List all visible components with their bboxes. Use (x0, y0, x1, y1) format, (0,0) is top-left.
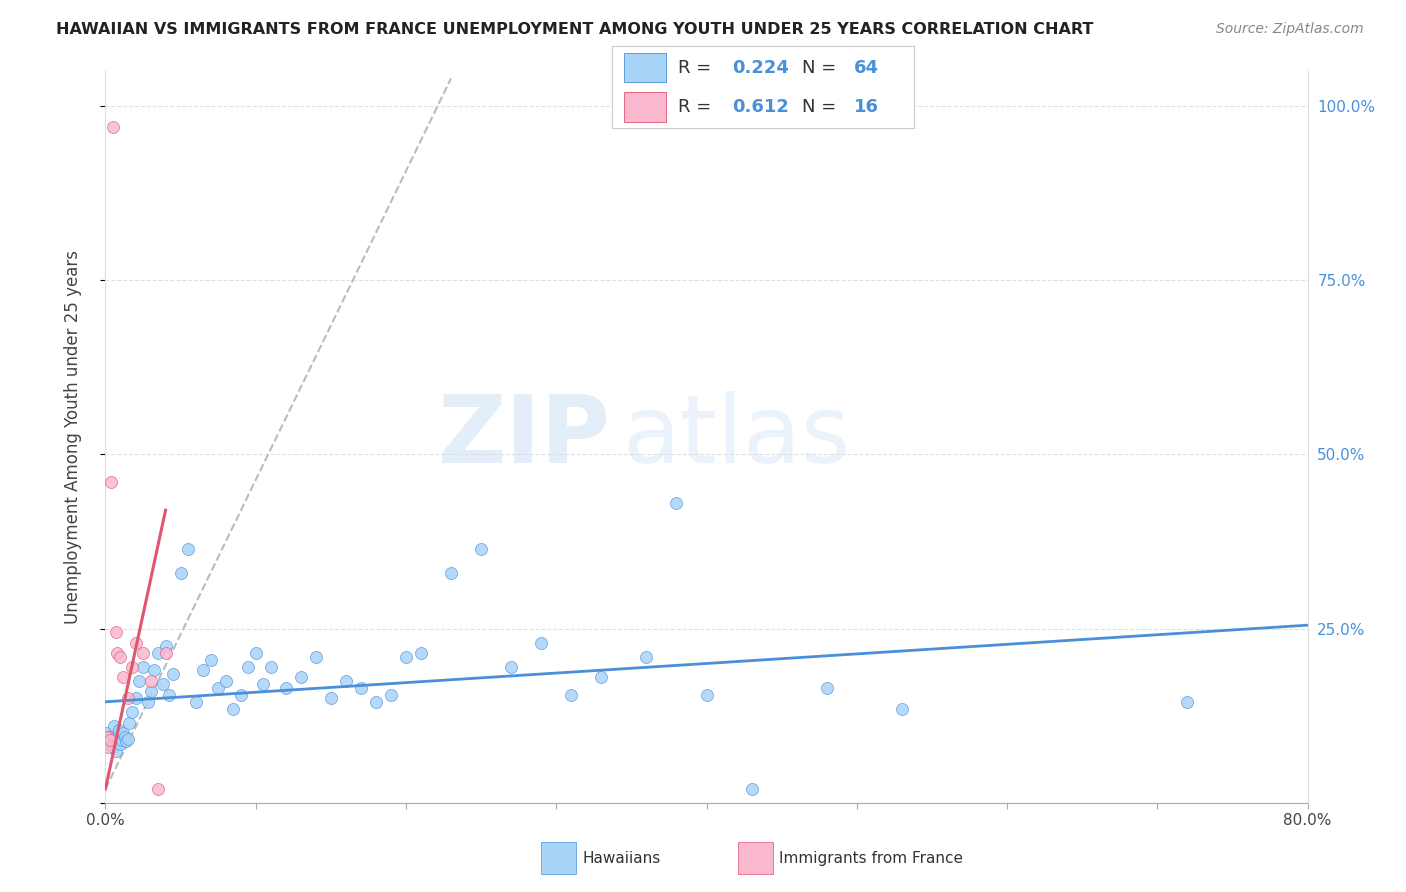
Point (104, 625, 127, 640)
Text: 0.612: 0.612 (733, 98, 789, 116)
Point (117, 691, 139, 706)
Point (111, 733, 134, 747)
Y-axis label: Unemployment Among Youth under 25 years: Unemployment Among Youth under 25 years (63, 250, 82, 624)
Point (136, 695, 159, 709)
Point (741, 781, 763, 796)
Point (146, 781, 169, 796)
Point (815, 681, 838, 695)
FancyBboxPatch shape (624, 53, 666, 82)
Point (110, 649, 132, 664)
Point (440, 566, 463, 580)
Point (117, 731, 139, 746)
Point (184, 695, 207, 709)
Text: Source: ZipAtlas.com: Source: ZipAtlas.com (1216, 22, 1364, 37)
Point (162, 667, 184, 681)
FancyBboxPatch shape (624, 93, 666, 122)
Point (222, 702, 245, 716)
Point (103, 719, 125, 733)
Point (177, 541, 200, 556)
Point (124, 635, 146, 649)
Point (112, 726, 135, 740)
Point (132, 660, 155, 674)
Point (395, 649, 418, 664)
Text: atlas: atlas (623, 391, 851, 483)
Point (305, 649, 328, 664)
Point (157, 688, 180, 702)
Point (890, 702, 912, 716)
Point (121, 705, 143, 719)
Point (100, 733, 122, 747)
Point (100, 475, 122, 490)
Point (591, 670, 613, 684)
Point (110, 737, 132, 751)
Point (530, 635, 553, 649)
Point (200, 653, 222, 667)
Point (665, 496, 688, 510)
Point (104, 743, 127, 757)
Point (97, 740, 120, 755)
Point (245, 646, 267, 660)
Text: R =: R = (678, 59, 711, 77)
Point (115, 734, 138, 748)
Point (191, 664, 214, 678)
Point (97, 737, 120, 751)
Text: Hawaiians: Hawaiians (582, 851, 661, 865)
Point (169, 566, 191, 580)
Text: 64: 64 (853, 59, 879, 77)
Point (107, 730, 129, 744)
Point (114, 730, 136, 744)
Point (142, 664, 165, 678)
Point (636, 649, 658, 664)
Point (560, 688, 582, 702)
Point (350, 681, 373, 695)
Point (155, 646, 177, 660)
Point (112, 670, 135, 684)
Text: Immigrants from France: Immigrants from France (779, 851, 963, 865)
Point (124, 691, 146, 706)
Text: HAWAIIAN VS IMMIGRANTS FROM FRANCE UNEMPLOYMENT AMONG YOUTH UNDER 25 YEARS CORRE: HAWAIIAN VS IMMIGRANTS FROM FRANCE UNEMP… (56, 22, 1094, 37)
Point (96, 726, 118, 740)
Point (107, 646, 129, 660)
Point (470, 541, 492, 556)
Point (229, 688, 252, 702)
Point (207, 681, 229, 695)
Point (1175, 695, 1198, 709)
Point (108, 723, 131, 737)
Point (409, 646, 432, 660)
Text: N =: N = (801, 98, 837, 116)
Text: N =: N = (801, 59, 837, 77)
Point (252, 677, 274, 691)
Point (501, 660, 523, 674)
Point (98, 730, 121, 744)
Point (696, 688, 718, 702)
Point (118, 715, 141, 730)
Text: 0.224: 0.224 (733, 59, 789, 77)
Point (335, 673, 357, 688)
Point (290, 670, 312, 684)
Point (152, 677, 174, 691)
Point (121, 660, 143, 674)
Text: ZIP: ZIP (437, 391, 610, 483)
Point (214, 673, 236, 688)
Point (274, 681, 297, 695)
Point (101, 740, 124, 755)
Point (238, 660, 260, 674)
Point (128, 673, 150, 688)
Point (155, 639, 177, 653)
Point (139, 684, 162, 698)
Point (319, 691, 342, 706)
Text: R =: R = (678, 98, 711, 116)
Point (260, 660, 283, 674)
Point (364, 695, 387, 709)
Point (96, 730, 118, 744)
Point (101, 120, 124, 134)
Point (98, 733, 121, 747)
Text: 16: 16 (853, 98, 879, 116)
Point (146, 646, 169, 660)
Point (380, 688, 402, 702)
Point (139, 673, 162, 688)
Point (132, 646, 155, 660)
